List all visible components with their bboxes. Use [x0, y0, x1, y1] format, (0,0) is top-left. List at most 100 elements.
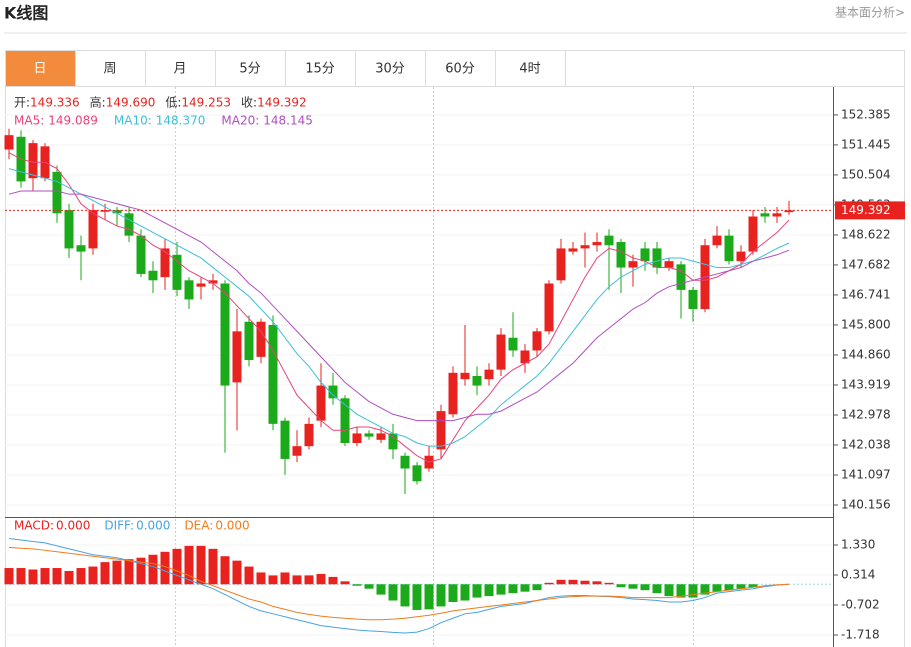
candle-body [124, 213, 134, 236]
tab[interactable] [355, 50, 426, 87]
candle-body [28, 143, 38, 179]
tab[interactable] [215, 50, 286, 87]
last-price-box [835, 201, 905, 220]
candle-body [64, 210, 74, 249]
candle-body [520, 350, 530, 364]
legend-text: 高: [90, 95, 106, 110]
candle-body [784, 210, 794, 213]
tab[interactable] [495, 50, 566, 87]
macd-line [8, 546, 790, 621]
macd-bar [400, 584, 410, 607]
ma-line [8, 168, 790, 447]
candle-body [652, 248, 662, 268]
legend-text: 开: [14, 96, 30, 110]
candle-body [184, 280, 194, 300]
macd-bar [220, 556, 230, 585]
candle-body [160, 248, 170, 278]
candle-body [316, 385, 326, 421]
macd-bar [88, 566, 98, 585]
macd-bar [580, 580, 590, 585]
tab-label[interactable]: 月 [173, 62, 186, 77]
macd-bar [628, 584, 638, 589]
candle-body [352, 433, 362, 443]
candle-body [628, 261, 638, 268]
macd-bar [304, 575, 314, 585]
candle-body [748, 216, 758, 252]
candle-body [76, 245, 86, 252]
macd-bar [388, 584, 398, 601]
macd-bar [280, 572, 290, 585]
y-tick-label: 142.038 [841, 437, 891, 451]
macd-bar [436, 584, 446, 607]
macd-bar [472, 584, 482, 598]
macd-bar [76, 568, 86, 585]
macd-bar [424, 584, 434, 610]
macd-line [8, 538, 790, 634]
macd-bar [520, 584, 530, 592]
macd-bar [244, 566, 254, 585]
macd-bar [52, 568, 62, 585]
legend-text: 149.253 [181, 96, 231, 110]
y-tick-label: 146.741 [841, 287, 891, 301]
candle-body [472, 376, 482, 386]
legend-text: MA5: [14, 114, 44, 128]
candle-body [508, 337, 518, 351]
tab[interactable] [5, 50, 76, 87]
macd-bar [160, 551, 170, 585]
tab-label[interactable]: 周 [103, 62, 116, 77]
candle-body [208, 280, 218, 284]
macd-bar [724, 584, 734, 591]
macd-bar [100, 562, 110, 585]
macd-bar [568, 579, 578, 585]
macd-bar [112, 560, 122, 585]
candle-body [4, 135, 14, 150]
candle-body [280, 420, 290, 459]
macd-bar [652, 584, 662, 594]
macd-bar [532, 584, 542, 591]
macd-bar [292, 575, 302, 585]
y-tick-label: -1.718 [841, 628, 880, 642]
legend-text: MA20: [221, 114, 259, 128]
tab-label[interactable]: 4时 [519, 62, 540, 77]
tab-label[interactable]: 15分 [305, 62, 335, 77]
macd-bar [148, 554, 158, 585]
legend-text: 149.089 [48, 114, 98, 128]
candle-body [340, 398, 350, 443]
candle-body [676, 264, 686, 290]
candle-body [304, 423, 314, 447]
candle-body [292, 446, 302, 456]
macd-bar [700, 584, 710, 595]
macd-bar [616, 584, 626, 588]
ma-line [8, 190, 790, 422]
candle-body [172, 254, 182, 290]
candle-body [136, 235, 146, 274]
candle-body [496, 334, 506, 370]
macd-bar [448, 584, 458, 602]
macd-bar [232, 560, 242, 585]
tab-label[interactable]: 5分 [239, 62, 260, 77]
date-separators [175, 87, 694, 647]
candle-body [448, 372, 458, 415]
macd-bar [328, 576, 338, 585]
candle-body [400, 455, 410, 469]
y-tick-label: 150.504 [841, 167, 891, 181]
tab-label[interactable]: 日 [33, 62, 46, 77]
fundamental-link[interactable]: 基本面分析> [835, 6, 905, 20]
candle-body [640, 248, 650, 262]
tab[interactable] [285, 50, 356, 87]
tab-label[interactable]: 30分 [375, 62, 405, 77]
candle-body [88, 210, 98, 249]
macd-bar [4, 568, 14, 585]
macd-bar [28, 569, 38, 585]
tab-label[interactable]: 60分 [445, 62, 475, 77]
candle-body [616, 242, 626, 268]
legend-text: MACD: [14, 519, 54, 533]
tab[interactable] [425, 50, 496, 87]
legend-text: 0.000 [136, 519, 170, 533]
candle-body [580, 245, 590, 249]
candle-body [712, 235, 722, 246]
candle-body [256, 321, 266, 357]
y-tick-label: 151.445 [841, 137, 891, 151]
legend-text: 148.145 [263, 114, 313, 128]
candle-body [568, 248, 578, 252]
